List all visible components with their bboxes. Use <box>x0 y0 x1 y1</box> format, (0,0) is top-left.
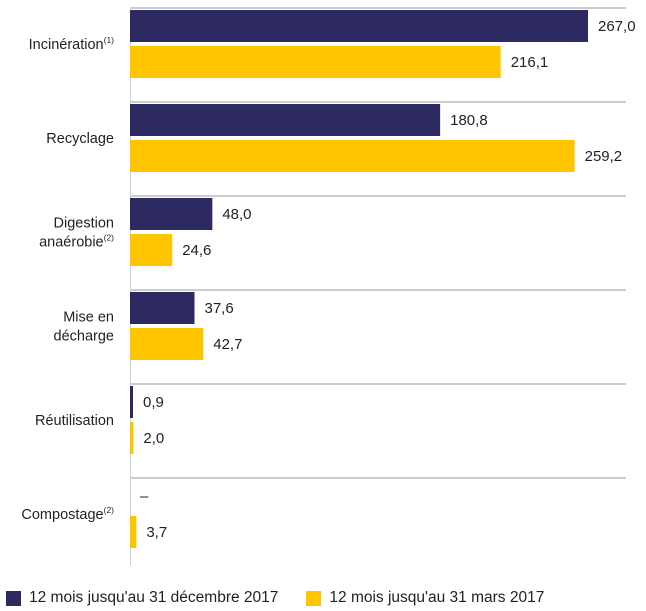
legend-item-series-1: 12 mois jusqu'au 31 décembre 2017 <box>6 589 278 607</box>
data-label: 42,7 <box>213 336 242 353</box>
bar-dec-2017 <box>130 386 133 418</box>
bar-dec-2017 <box>130 10 588 42</box>
data-label: 3,7 <box>146 524 167 541</box>
bar-mar-2017 <box>130 46 501 78</box>
category-label: décharge <box>54 329 114 345</box>
bar-dec-2017 <box>130 198 213 230</box>
data-label: 216,1 <box>511 54 549 71</box>
data-label: 0,9 <box>143 394 164 411</box>
category-footnote: (1) <box>104 35 115 45</box>
legend-label-series-2: 12 mois jusqu'au 31 mars 2017 <box>329 589 545 606</box>
bar-mar-2017 <box>130 516 137 548</box>
data-label: 24,6 <box>182 242 211 259</box>
category-label: Mise en <box>63 310 114 326</box>
bar-mar-2017 <box>130 140 575 172</box>
data-label: – <box>140 488 149 505</box>
bar-mar-2017 <box>130 422 134 454</box>
data-label: 37,6 <box>204 300 233 317</box>
category-footnote: (2) <box>104 233 115 243</box>
bar-dec-2017 <box>130 104 441 136</box>
data-label: 48,0 <box>222 206 251 223</box>
bar-mar-2017 <box>130 234 173 266</box>
data-label: 2,0 <box>143 430 164 447</box>
legend-swatch-series-2 <box>306 590 322 606</box>
data-label: 259,2 <box>585 148 623 165</box>
category-label: Digestion <box>54 216 114 232</box>
bar-mar-2017 <box>130 328 204 360</box>
bar-dec-2017 <box>130 292 195 324</box>
bar-chart: Incinération(1) 267,0 216,1 Recyclage 180,8 2… <box>21 7 636 566</box>
category-label: Recyclage <box>46 131 114 147</box>
data-label: 267,0 <box>598 18 636 35</box>
category-label: anaérobie(2) <box>39 233 114 251</box>
category-footnote: (2) <box>104 505 115 515</box>
legend-item-series-2: 12 mois jusqu'au 31 mars 2017 <box>306 589 544 607</box>
category-label: Compostage(2) <box>21 505 114 523</box>
data-label: 180,8 <box>450 112 488 129</box>
category-label: Incinération(1) <box>29 35 115 53</box>
legend-swatch-series-1 <box>6 590 21 606</box>
legend: 12 mois jusqu'au 31 décembre 2017 12 moi… <box>6 589 572 607</box>
category-label: Réutilisation <box>35 413 114 429</box>
legend-label-series-1: 12 mois jusqu'au 31 décembre 2017 <box>29 589 279 606</box>
